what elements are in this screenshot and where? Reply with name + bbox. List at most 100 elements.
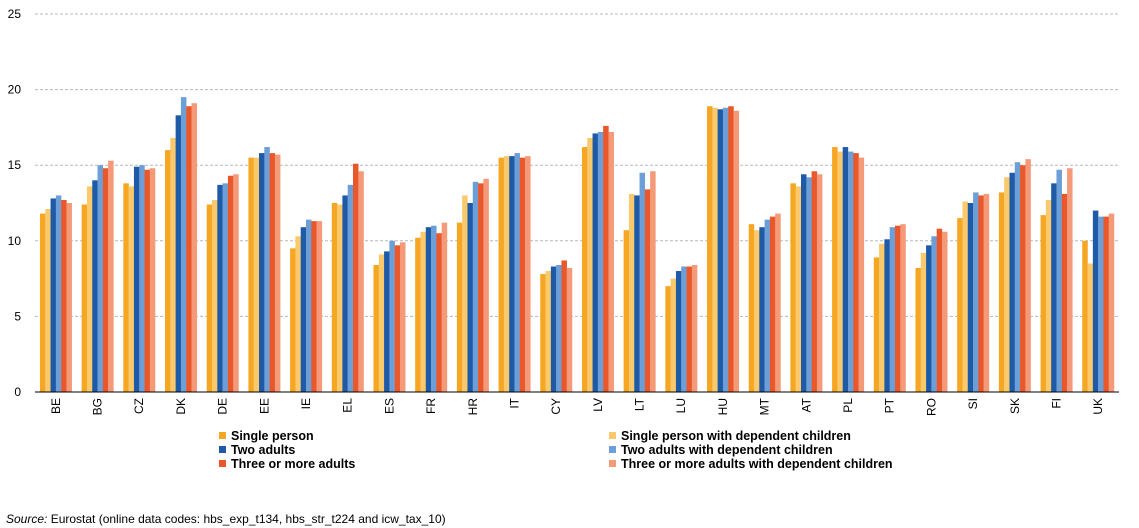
bar bbox=[811, 171, 818, 392]
bar bbox=[342, 195, 348, 392]
x-tick-label: PL bbox=[841, 398, 855, 413]
bar bbox=[957, 218, 963, 392]
bar bbox=[581, 147, 588, 392]
bar bbox=[900, 224, 906, 392]
bar bbox=[503, 156, 510, 392]
legend-swatch bbox=[219, 460, 226, 467]
legend-item: Single person bbox=[219, 428, 314, 443]
legend-swatch bbox=[609, 446, 616, 453]
bar bbox=[1087, 263, 1094, 392]
bar bbox=[1108, 213, 1115, 392]
x-tick-label: LU bbox=[674, 398, 688, 413]
x-tick-label: AT bbox=[799, 397, 813, 412]
y-tick-label: 25 bbox=[8, 7, 22, 21]
x-tick-label: LV bbox=[591, 398, 605, 412]
bar bbox=[149, 168, 156, 392]
bar bbox=[795, 186, 802, 392]
bar bbox=[420, 231, 426, 392]
bar bbox=[769, 216, 776, 392]
bar bbox=[842, 147, 849, 392]
y-tick-label: 10 bbox=[8, 234, 22, 248]
bar bbox=[681, 266, 687, 392]
bar bbox=[233, 174, 239, 392]
bar bbox=[212, 199, 218, 392]
x-tick-label: SK bbox=[1008, 398, 1022, 414]
y-tick-label: 15 bbox=[8, 158, 22, 172]
bar bbox=[92, 180, 98, 392]
bar bbox=[889, 227, 896, 392]
legend-label: Three or more adults bbox=[231, 456, 356, 471]
bar bbox=[498, 157, 505, 392]
y-axis-tick-labels: 0 5 10 15 20 25 bbox=[8, 7, 22, 399]
bar bbox=[853, 153, 859, 392]
x-tick-label: BG bbox=[91, 398, 105, 415]
bar bbox=[1020, 165, 1026, 392]
bar bbox=[967, 203, 974, 392]
bar bbox=[264, 147, 270, 392]
bar bbox=[175, 115, 182, 392]
legend-item: Single person with dependent children bbox=[609, 428, 851, 443]
legend-label: Two adults bbox=[231, 442, 296, 457]
bar bbox=[222, 183, 229, 392]
bar bbox=[587, 137, 593, 392]
bar bbox=[170, 137, 176, 392]
bar bbox=[311, 221, 317, 392]
bar bbox=[165, 150, 171, 392]
bar bbox=[978, 195, 984, 392]
x-tick-label: ES bbox=[382, 398, 396, 414]
bar bbox=[139, 165, 145, 392]
legend: Single person Single person with depende… bbox=[0, 428, 1139, 476]
bar bbox=[108, 160, 114, 392]
bar bbox=[926, 245, 932, 392]
bar bbox=[128, 186, 135, 392]
bars bbox=[39, 97, 1115, 393]
bar bbox=[425, 227, 432, 392]
bar bbox=[837, 151, 843, 392]
bar bbox=[1014, 162, 1021, 392]
x-tick-label: IT bbox=[507, 397, 521, 408]
bar bbox=[728, 106, 734, 393]
bar bbox=[639, 172, 646, 392]
bar bbox=[603, 125, 609, 392]
bar bbox=[873, 257, 880, 392]
legend-item: Three or more adults bbox=[219, 456, 355, 471]
bar bbox=[431, 225, 437, 392]
x-tick-label: LT bbox=[633, 397, 647, 411]
bar bbox=[399, 242, 406, 392]
bar bbox=[144, 169, 151, 392]
bar bbox=[389, 240, 395, 392]
bar bbox=[707, 106, 713, 393]
bar bbox=[936, 228, 943, 392]
x-tick-label: RO bbox=[924, 398, 938, 416]
bar bbox=[962, 201, 968, 392]
bar bbox=[81, 204, 88, 392]
x-tick-label: FR bbox=[424, 398, 438, 414]
bar bbox=[467, 203, 473, 392]
bar bbox=[441, 222, 448, 392]
source-text: Eurostat (online data codes: hbs_exp_t13… bbox=[47, 512, 446, 526]
legend-swatch bbox=[219, 446, 226, 453]
bar bbox=[592, 133, 599, 392]
bar bbox=[45, 209, 51, 392]
bar bbox=[806, 177, 812, 392]
bar bbox=[180, 97, 187, 392]
bar bbox=[227, 175, 234, 392]
bar bbox=[561, 260, 567, 392]
bar bbox=[1051, 183, 1057, 392]
bar bbox=[759, 227, 765, 392]
bar bbox=[1098, 216, 1104, 392]
bar bbox=[290, 248, 296, 392]
bar bbox=[378, 254, 385, 392]
bar bbox=[306, 219, 312, 392]
bar bbox=[623, 230, 630, 392]
bar bbox=[1082, 240, 1088, 392]
source-label: Source: bbox=[6, 512, 48, 526]
bar bbox=[717, 109, 724, 393]
bar bbox=[566, 268, 573, 392]
gridlines bbox=[35, 13, 1119, 317]
x-tick-label: DK bbox=[174, 398, 188, 415]
bar bbox=[1009, 172, 1015, 392]
x-tick-label: HU bbox=[716, 398, 730, 415]
legend-swatch bbox=[609, 460, 616, 467]
bar bbox=[884, 239, 890, 392]
